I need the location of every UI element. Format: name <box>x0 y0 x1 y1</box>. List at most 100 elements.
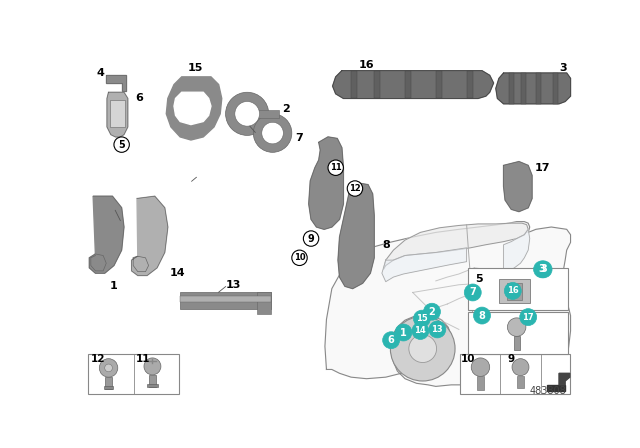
Circle shape <box>424 303 440 320</box>
Circle shape <box>395 324 412 341</box>
Text: 6: 6 <box>388 335 394 345</box>
Text: 4: 4 <box>475 314 483 324</box>
Text: 7: 7 <box>469 288 476 297</box>
Bar <box>106 377 111 389</box>
Circle shape <box>105 364 113 372</box>
Circle shape <box>474 307 490 324</box>
Circle shape <box>303 231 319 246</box>
Text: 8: 8 <box>479 310 485 321</box>
Bar <box>241 110 280 118</box>
Circle shape <box>328 160 344 176</box>
Bar <box>149 375 156 387</box>
Text: 1: 1 <box>110 281 118 291</box>
Bar <box>467 71 473 99</box>
Text: 14: 14 <box>415 327 426 336</box>
Polygon shape <box>559 373 570 385</box>
Circle shape <box>494 332 520 358</box>
Text: 7: 7 <box>295 134 303 143</box>
Bar <box>536 73 541 104</box>
Circle shape <box>99 359 118 377</box>
Circle shape <box>114 137 129 152</box>
Circle shape <box>412 323 429 340</box>
Bar <box>460 354 570 394</box>
Bar <box>374 71 380 99</box>
Text: 3: 3 <box>559 63 566 73</box>
Text: 16: 16 <box>358 60 374 69</box>
Circle shape <box>429 321 446 338</box>
Circle shape <box>383 332 399 349</box>
Text: 5: 5 <box>475 274 483 284</box>
Text: 14: 14 <box>170 268 186 278</box>
Text: 16: 16 <box>507 286 518 295</box>
Text: 1: 1 <box>400 327 407 337</box>
Bar <box>351 71 357 99</box>
Text: 3: 3 <box>539 264 545 274</box>
Text: 5: 5 <box>118 140 125 150</box>
Bar <box>513 336 520 350</box>
Bar <box>110 100 125 127</box>
Text: 17: 17 <box>534 163 550 173</box>
Circle shape <box>512 359 529 375</box>
Polygon shape <box>547 385 565 391</box>
Bar <box>520 73 526 104</box>
Bar <box>468 312 568 354</box>
Text: 10: 10 <box>461 354 476 365</box>
Polygon shape <box>106 75 126 90</box>
Text: 12: 12 <box>92 354 106 365</box>
Text: 8: 8 <box>382 240 390 250</box>
Text: 2: 2 <box>429 307 435 317</box>
Bar <box>499 279 530 303</box>
Circle shape <box>144 358 161 375</box>
Bar <box>104 386 113 389</box>
Text: 11: 11 <box>330 163 342 172</box>
Polygon shape <box>504 162 532 211</box>
Polygon shape <box>325 222 570 386</box>
Text: 4: 4 <box>97 68 105 78</box>
Circle shape <box>520 309 537 326</box>
Text: 2: 2 <box>282 104 289 114</box>
Circle shape <box>504 282 521 299</box>
Circle shape <box>464 284 481 301</box>
Bar <box>468 268 568 310</box>
Text: 9: 9 <box>508 354 515 365</box>
Bar <box>257 293 271 314</box>
Polygon shape <box>383 223 528 269</box>
Polygon shape <box>308 137 344 229</box>
Bar <box>88 354 179 394</box>
Circle shape <box>535 261 552 278</box>
Polygon shape <box>333 71 493 99</box>
Circle shape <box>534 261 550 278</box>
Bar <box>553 73 558 104</box>
Text: 17: 17 <box>522 313 534 322</box>
Circle shape <box>262 122 284 144</box>
Text: 15: 15 <box>188 63 204 73</box>
Bar <box>405 71 411 99</box>
Text: 13: 13 <box>226 280 241 290</box>
Bar <box>436 71 442 99</box>
Text: 6: 6 <box>136 94 143 103</box>
Text: 3: 3 <box>540 264 547 274</box>
Text: 483808: 483808 <box>530 387 566 396</box>
Text: 12: 12 <box>349 184 361 193</box>
Bar <box>180 296 271 302</box>
Bar <box>517 375 524 388</box>
Circle shape <box>471 358 490 376</box>
Circle shape <box>253 114 292 152</box>
Circle shape <box>235 102 259 126</box>
Bar <box>477 376 484 390</box>
Polygon shape <box>504 229 530 272</box>
Polygon shape <box>90 196 124 273</box>
Bar <box>147 384 158 387</box>
Text: 10: 10 <box>294 253 305 263</box>
Circle shape <box>292 250 307 266</box>
Bar <box>507 283 522 300</box>
Text: 13: 13 <box>431 325 443 334</box>
Polygon shape <box>166 77 221 140</box>
Text: 15: 15 <box>416 314 428 323</box>
Text: 9: 9 <box>308 233 314 244</box>
Circle shape <box>225 92 269 135</box>
Polygon shape <box>107 92 128 137</box>
Bar <box>180 293 271 310</box>
Bar <box>509 73 515 104</box>
Text: 11: 11 <box>136 354 150 365</box>
